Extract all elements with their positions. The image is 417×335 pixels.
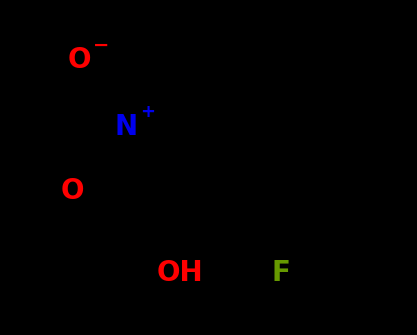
Text: O: O (61, 177, 85, 205)
Text: N: N (115, 113, 138, 141)
Text: OH: OH (157, 259, 203, 287)
Text: −: − (93, 36, 110, 55)
Text: F: F (271, 259, 290, 287)
Text: +: + (140, 103, 155, 121)
Text: O: O (68, 46, 91, 74)
